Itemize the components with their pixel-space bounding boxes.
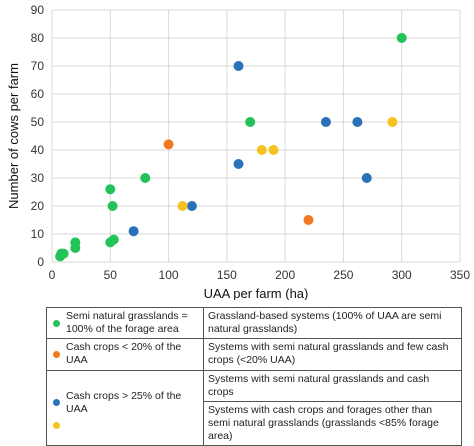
data-point [186,201,197,211]
x-tick-label: 200 [275,268,295,282]
legend-key-label: Cash crops < 20% of the UAA [66,341,182,367]
data-point [70,237,81,248]
y-tick-label: 60 [31,87,45,101]
data-point [140,173,151,183]
legend-key-label: Semi natural grasslands = 100% of the fo… [66,310,188,336]
y-axis-title: Number of cows per farm [6,63,21,209]
y-tick-label: 40 [31,143,45,157]
legend-key: Cash crops > 25% of the UAA [46,369,204,446]
grid-lines [51,9,461,263]
x-tick-label: 150 [217,268,237,282]
y-tick-labels: 0 10 20 30 40 50 60 70 80 90 [31,3,45,269]
data-point [128,226,139,237]
y-tick-label: 90 [31,3,45,17]
blue-dot-icon [53,399,60,407]
legend-key: Semi natural grasslands = 100% of the fo… [46,306,204,340]
data-point [268,145,279,155]
data-points [55,33,407,262]
legend-description: Systems with cash crops and forages othe… [203,400,462,446]
data-point [303,215,314,225]
data-point [163,139,174,150]
y-tick-label: 30 [31,171,45,185]
legend-description: Systems with semi natural grasslands and… [203,338,462,371]
data-point [177,201,188,211]
green-dot-icon [53,319,60,327]
yellow-dot-icon [53,422,60,430]
y-tick-label: 50 [31,115,45,129]
x-tick-label: 300 [392,268,412,282]
legend-row: Cash crops > 25% of the UAA Systems with… [46,369,462,446]
data-point [108,234,119,245]
legend-table: Semi natural grasslands = 100% of the fo… [46,306,462,446]
y-tick-label: 20 [31,199,45,213]
x-tick-label: 250 [333,268,353,282]
y-tick-label: 10 [31,227,45,241]
legend-row: Semi natural grasslands = 100% of the fo… [46,306,462,340]
x-tick-label: 50 [104,268,118,282]
data-point [233,61,244,71]
x-tick-label: 100 [159,268,179,282]
scatter-chart: 0 50 100 150 200 250 300 350 0 10 20 30 40 50 60 70 80 9… [6,3,471,300]
data-point [387,117,398,127]
data-point [320,117,331,127]
legend-key: Cash crops < 20% of the UAA [46,338,204,371]
data-point [352,117,363,127]
data-point [105,184,116,195]
x-tick-label: 0 [49,268,56,282]
data-point [107,201,118,211]
data-point [361,173,372,183]
y-tick-label: 0 [37,255,44,269]
legend-description: Grassland-based systems (100% of UAA are… [203,306,462,340]
legend-row: Cash crops < 20% of the UAA Systems with… [46,338,462,371]
legend-key-label: Cash crops > 25% of the UAA [66,389,182,415]
x-axis-title: UAA per farm (ha) [204,286,309,300]
data-point [245,117,256,127]
data-point [396,33,407,43]
y-tick-label: 80 [31,31,45,45]
y-tick-label: 70 [31,59,45,73]
x-tick-labels: 0 50 100 150 200 250 300 350 [49,268,471,282]
data-point [233,159,244,169]
x-tick-label: 350 [450,268,470,282]
data-point [256,145,267,155]
orange-dot-icon [53,350,60,358]
data-point [58,248,69,259]
legend-description: Systems with semi natural grasslands and… [203,369,462,402]
